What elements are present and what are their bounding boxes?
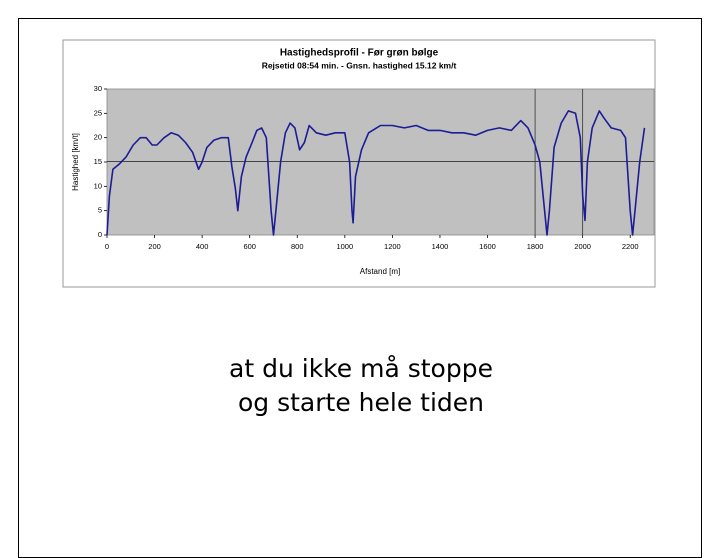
plot-area (106, 88, 655, 236)
x-tick-label: 1200 (384, 242, 401, 251)
x-tick-label: 200 (148, 242, 161, 251)
chart-title: Hastighedsprofil - Før grøn bølge (280, 48, 439, 59)
y-tick-label: 5 (98, 206, 102, 215)
x-tick-label: 1600 (479, 242, 496, 251)
x-tick-label: 1800 (527, 242, 544, 251)
caption-line: at du ikke må stoppe (229, 354, 493, 383)
caption: at du ikke må stoppe og starte hele tide… (0, 352, 722, 420)
y-tick-label: 25 (94, 108, 102, 117)
x-tick-label: 400 (196, 242, 209, 251)
data-line (106, 110, 646, 236)
x-axis-label: Afstand [m] (360, 267, 400, 276)
y-axis-label: Hastighed [km/t] (71, 133, 80, 191)
x-tick-label: 2000 (574, 242, 591, 251)
y-tick-label: 30 (94, 84, 102, 93)
x-tick-label: 600 (243, 242, 256, 251)
x-tick-label: 2200 (622, 242, 639, 251)
chart: Hastighedsprofil - Før grøn bølge Rejset… (62, 39, 656, 288)
y-tick-label: 10 (94, 181, 102, 190)
page: {"chart_data": {"type": "line", "title":… (0, 18, 722, 558)
y-tick-label: 15 (94, 157, 102, 166)
y-tick-label: 0 (98, 230, 102, 239)
x-tick-label: 1000 (336, 242, 353, 251)
caption-line: og starte hele tiden (237, 388, 484, 417)
x-tick-label: 800 (291, 242, 304, 251)
chart-subtitle: Rejsetid 08:54 min. - Gnsn. hastighed 15… (262, 60, 457, 70)
y-tick-label: 20 (94, 133, 102, 142)
x-tick-label: 1400 (432, 242, 449, 251)
x-tick-label: 0 (105, 242, 109, 251)
